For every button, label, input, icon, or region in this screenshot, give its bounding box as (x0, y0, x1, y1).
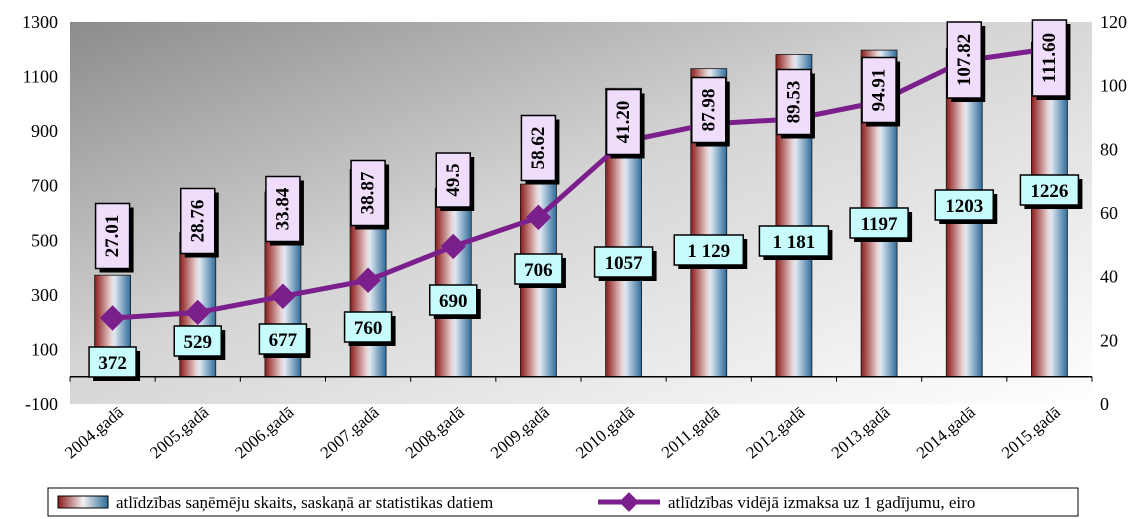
y-left-tick-label: 500 (31, 230, 58, 250)
line-label-box (265, 175, 301, 243)
line-value-label: 33.84 (272, 187, 293, 230)
line-value-label: 94.91 (869, 69, 890, 112)
line-value-label: 58.62 (528, 127, 549, 170)
y-right-tick-label: 0 (1100, 394, 1109, 414)
line-label-box (520, 114, 557, 182)
bar-value-label: 1203 (945, 196, 983, 217)
bar-label-box (88, 346, 137, 378)
bar-label-box (673, 234, 744, 266)
bar-value-label: 372 (98, 353, 127, 374)
bar-value-label: 690 (439, 291, 468, 312)
line-marker (525, 204, 552, 231)
x-category-label: 2007.gadā (317, 402, 383, 462)
bar-label-box (258, 323, 308, 355)
bar-value-label: 529 (184, 332, 213, 353)
zero-line-layer (69, 375, 1093, 382)
legend-box (47, 487, 1079, 517)
line-label-box (435, 152, 471, 208)
legend-swatch-bars (57, 495, 109, 509)
x-category-label: 2005.gadā (146, 402, 212, 462)
y-left-tick-label: -100 (25, 394, 58, 414)
bar-value-label: 1 129 (687, 241, 730, 262)
y-right-tick-label: 60 (1100, 203, 1118, 223)
x-category-label: 2009.gadā (487, 402, 553, 462)
left-axis: -100 100 300 500 700 900 1100 1300 (22, 12, 58, 414)
y-right-tick-label: 20 (1100, 330, 1118, 350)
line-label-box (605, 88, 642, 156)
line-label-box (94, 202, 131, 270)
y-left-tick-label: 700 (31, 176, 58, 196)
y-left-tick-label: 900 (31, 121, 58, 141)
line-label-box (1031, 19, 1068, 97)
line-label-box (861, 56, 897, 124)
legend-swatch-marker (619, 492, 639, 512)
x-category-label: 2014.gadā (913, 402, 979, 462)
line-label-box (180, 187, 216, 255)
line-value-label: 38.87 (358, 171, 379, 214)
bar-label-box (514, 253, 563, 285)
bar-value-label: 1226 (1030, 181, 1068, 202)
line-marker (440, 233, 466, 260)
x-axis: 2004.gadā 2005.gadā 2006.gadā 2007.gadā 2008… (61, 402, 1064, 462)
x-category-label: 2008.gadā (402, 402, 468, 462)
bar-value-label: 677 (269, 330, 298, 351)
x-category-label: 2015.gadā (998, 402, 1064, 462)
bar-label-box (1019, 174, 1080, 206)
bar-label-box (593, 246, 654, 278)
bar-value-label: 1 181 (773, 232, 816, 253)
line-labels-layer: 27.01 28.76 33.84 38.87 49.5 58.62 41.20 87.98 8… (94, 19, 1071, 273)
y-right-tick-label: 40 (1100, 267, 1118, 287)
y-left-tick-label: 1300 (22, 12, 58, 32)
bar-labels-layer: 372 529 677 760 690 706 1057 1 129 1 181 1197 1203… (88, 174, 1083, 381)
bar-value-label: 706 (524, 260, 553, 281)
y-right-tick-label: 120 (1100, 12, 1127, 32)
line-label-box (946, 21, 982, 99)
bar-value-label: 760 (354, 318, 383, 339)
bar-label-box (849, 207, 909, 239)
line-value-label: 41.20 (613, 101, 634, 144)
right-axis: 0 20 40 60 80 100 120 (1100, 12, 1127, 414)
line-value-label: 27.01 (102, 215, 123, 258)
bar-label-box (173, 325, 222, 357)
y-right-tick-label: 100 (1100, 76, 1127, 96)
x-category-label: 2004.gadā (61, 402, 127, 462)
x-category-label: 2012.gadā (742, 402, 808, 462)
line-label-box (776, 68, 812, 136)
bar-label-box (934, 189, 994, 221)
plot-area (70, 22, 1092, 404)
bar-label-box (758, 225, 830, 257)
bar-label-box (343, 311, 393, 343)
bar (434, 188, 472, 378)
line-value-label: 87.98 (698, 89, 719, 132)
line-value-label: 28.76 (187, 200, 208, 243)
line-marker (270, 283, 296, 310)
x-category-label: 2010.gadā (572, 402, 638, 462)
line-marker (99, 305, 126, 331)
x-category-label: 2013.gadā (828, 402, 894, 462)
y-left-tick-label: 300 (31, 285, 58, 305)
line-value-label: 49.5 (443, 163, 464, 196)
line-marker (355, 267, 381, 293)
legend: atlīdzības saņēmēju skaits, saskaņā ar s… (47, 487, 1079, 517)
x-category-label: 2011.gadā (658, 402, 724, 462)
legend-label-line: atlīdzības vidējā izmaksa uz 1 gadījumu,… (668, 493, 975, 512)
bar-label-box (429, 284, 478, 316)
line-label-box (691, 76, 727, 144)
line-marker (185, 299, 211, 326)
y-right-tick-label: 80 (1100, 139, 1118, 159)
line-value-label: 111.60 (1039, 33, 1060, 83)
legend-label-bars: atlīdzības saņēmēju skaits, saskaņā ar s… (116, 493, 493, 512)
bar-value-label: 1057 (605, 253, 644, 274)
line-value-label: 107.82 (954, 34, 975, 86)
bar-value-label: 1197 (861, 214, 898, 235)
line-label-box (350, 159, 386, 227)
y-left-tick-label: 100 (31, 339, 58, 359)
x-category-label: 2006.gadā (231, 402, 297, 462)
y-left-tick-label: 1100 (23, 67, 58, 87)
line-value-label: 89.53 (783, 81, 804, 124)
